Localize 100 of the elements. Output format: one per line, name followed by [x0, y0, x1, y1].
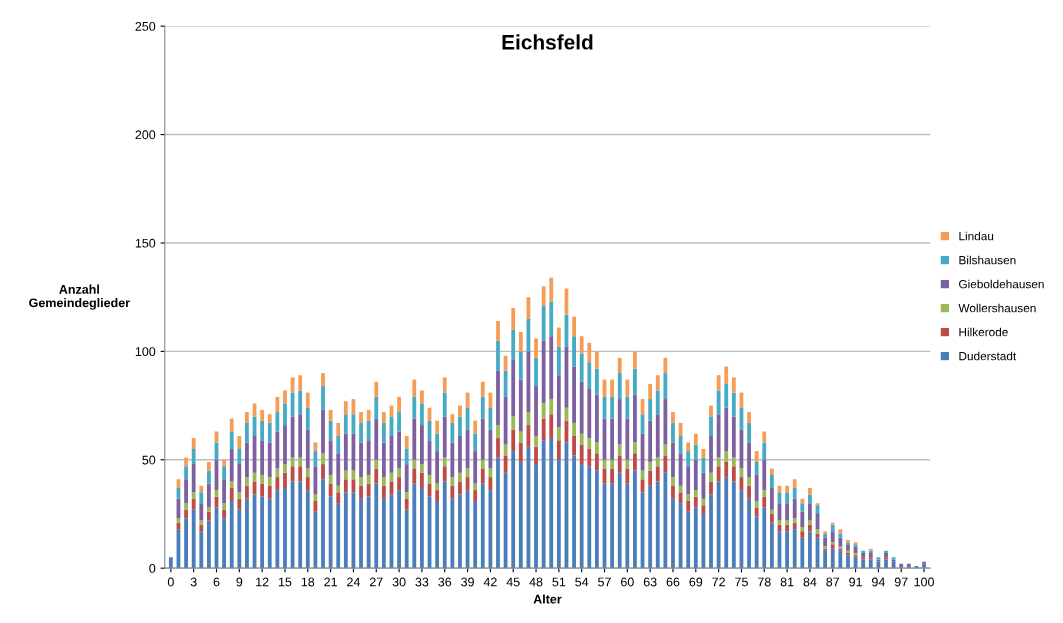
x-tick-label: 24: [347, 577, 361, 587]
bar: [800, 531, 805, 538]
bar: [450, 442, 455, 478]
bar: [610, 483, 615, 569]
bar: [222, 509, 227, 519]
bar: [275, 477, 280, 491]
bar: [663, 472, 668, 569]
bar: [830, 522, 835, 525]
bar: [237, 464, 242, 493]
bar: [442, 466, 447, 482]
bar: [579, 464, 584, 569]
bar: [617, 455, 622, 473]
bar: [275, 490, 280, 569]
bar: [237, 448, 242, 465]
bar: [731, 466, 736, 482]
bar: [633, 368, 637, 395]
bar: [610, 468, 615, 484]
bar: [823, 531, 828, 534]
bar: [412, 418, 417, 460]
bar: [594, 368, 599, 395]
bar: [625, 468, 630, 484]
bar: [412, 459, 417, 469]
bar: [808, 494, 812, 504]
bar: [245, 498, 249, 569]
bar: [321, 453, 325, 465]
bar: [374, 381, 379, 397]
bar: [473, 433, 478, 452]
bar: [625, 396, 630, 419]
bar: [800, 537, 805, 569]
bar: [420, 403, 424, 426]
bar: [884, 557, 888, 560]
bar: [633, 470, 637, 569]
bar: [792, 479, 797, 488]
bar: [572, 316, 576, 337]
bar: [709, 405, 713, 417]
bar: [480, 459, 485, 469]
bar: [846, 555, 850, 569]
bar: [442, 481, 447, 569]
bar: [420, 487, 424, 569]
bar: [785, 485, 789, 493]
bar: [731, 416, 736, 458]
bar: [359, 485, 363, 499]
bar: [693, 444, 698, 460]
bar: [229, 500, 234, 569]
x-tick-label: 72: [712, 577, 725, 587]
bar: [693, 490, 698, 497]
y-tick-label: 150: [135, 238, 156, 248]
bar: [435, 420, 440, 434]
bar: [541, 286, 546, 306]
bar: [572, 435, 576, 456]
bar: [861, 559, 866, 569]
bar: [267, 414, 272, 423]
bar: [275, 396, 280, 413]
x-tick-label: 39: [461, 577, 474, 587]
bar: [572, 366, 576, 423]
bar: [709, 494, 713, 569]
x-tick-label: 78: [757, 577, 771, 587]
bar: [336, 435, 341, 454]
bar: [450, 414, 455, 423]
bar: [541, 340, 546, 404]
bar: [868, 557, 873, 560]
bar: [412, 379, 417, 397]
x-tick-label: 63: [643, 577, 657, 587]
bar: [199, 485, 204, 493]
bar: [671, 422, 675, 443]
bar: [594, 470, 599, 569]
y-tick-label: 250: [135, 21, 156, 31]
bar: [518, 351, 523, 380]
bar: [321, 409, 325, 454]
x-tick-label: 84: [803, 577, 817, 587]
bar: [876, 561, 881, 569]
bar: [435, 500, 440, 569]
bar: [534, 386, 538, 436]
bar: [359, 498, 363, 569]
bar: [458, 405, 462, 417]
bar: [671, 442, 675, 478]
bar: [549, 438, 554, 569]
bar: [617, 472, 622, 569]
bar: [480, 396, 485, 419]
bar: [633, 351, 637, 369]
bar: [442, 457, 447, 467]
bar: [800, 498, 805, 504]
bar: [648, 461, 653, 471]
bar: [206, 507, 211, 512]
bar: [374, 396, 379, 419]
x-tick-label: 57: [598, 577, 611, 587]
bar: [245, 485, 249, 499]
bar: [830, 542, 835, 545]
bar: [488, 392, 493, 408]
bar: [184, 479, 188, 504]
bar: [283, 425, 287, 465]
bar: [298, 481, 303, 569]
bar: [321, 464, 325, 480]
x-tick-label: 30: [392, 577, 406, 587]
x-tick-label: 91: [849, 577, 862, 587]
bar: [518, 442, 523, 462]
chart-title: Eichsfeld: [502, 34, 593, 50]
bar: [359, 422, 363, 443]
bar: [412, 396, 417, 419]
bar: [716, 414, 721, 458]
